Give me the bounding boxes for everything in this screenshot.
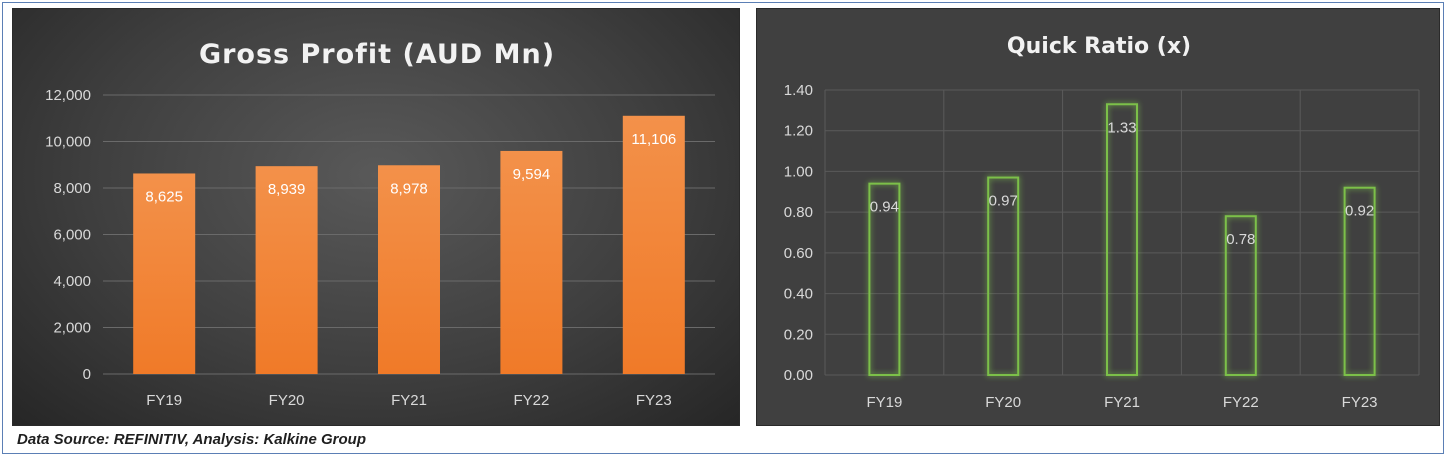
x-tick-label: FY20 bbox=[985, 394, 1021, 411]
x-tick-label: FY23 bbox=[1342, 394, 1378, 411]
bar-fy22 bbox=[1224, 215, 1257, 376]
y-tick-label: 1.00 bbox=[784, 163, 813, 180]
gross-profit-chart: Gross Profit (AUD Mn) 0 2,000 4,000 6,000 8,… bbox=[12, 8, 740, 426]
y-tick-label: 0.00 bbox=[784, 367, 813, 384]
gross-profit-svg: Gross Profit (AUD Mn) 0 2,000 4,000 6,000 8,… bbox=[45, 39, 715, 409]
bar-fy19 bbox=[868, 182, 901, 376]
data-label: 0.97 bbox=[989, 193, 1018, 210]
data-label: 8,939 bbox=[268, 181, 306, 198]
data-label: 11,106 bbox=[631, 131, 676, 148]
data-label: 0.92 bbox=[1345, 203, 1374, 220]
x-tick-label: FY19 bbox=[866, 394, 902, 411]
data-label: 8,978 bbox=[390, 180, 428, 197]
x-tick-label: FY21 bbox=[391, 392, 427, 409]
y-tick-label: 0.60 bbox=[784, 245, 813, 262]
x-tick-label: FY23 bbox=[636, 392, 672, 409]
bar-fy20 bbox=[987, 176, 1020, 376]
bar-fy23 bbox=[1343, 186, 1376, 376]
y-tick-label: 0.80 bbox=[784, 204, 813, 221]
bar-fy20 bbox=[255, 166, 318, 374]
data-label: 8,625 bbox=[145, 188, 183, 205]
bar-fy22 bbox=[500, 150, 563, 374]
y-tick-label: 8,000 bbox=[53, 180, 91, 197]
x-tick-label: FY19 bbox=[146, 392, 182, 409]
x-tick-label: FY21 bbox=[1104, 394, 1140, 411]
y-tick-label: 12,000 bbox=[45, 87, 91, 104]
x-tick-label: FY20 bbox=[269, 392, 305, 409]
bar-fy21 bbox=[1106, 103, 1138, 376]
bar-fy19 bbox=[133, 173, 196, 374]
y-tick-label: 0.20 bbox=[784, 326, 813, 343]
data-label: 1.33 bbox=[1107, 119, 1136, 136]
y-tick-label: 6,000 bbox=[53, 227, 91, 244]
y-tick-label: 0 bbox=[83, 366, 91, 383]
y-tick-label: 1.20 bbox=[784, 123, 813, 140]
quick-ratio-chart: Quick Ratio (x) 0.00 0.20 0.40 0.60 0.80 1.00… bbox=[756, 8, 1440, 426]
y-tick-label: 1.40 bbox=[784, 82, 813, 99]
y-tick-label: 0.40 bbox=[784, 286, 813, 303]
y-tick-label: 4,000 bbox=[53, 273, 91, 290]
quick-ratio-svg: Quick Ratio (x) 0.00 0.20 0.40 0.60 0.80 1.00… bbox=[784, 34, 1420, 411]
data-label: 9,594 bbox=[513, 166, 551, 183]
bar-fy21 bbox=[378, 165, 440, 374]
data-source-footer: Data Source: REFINITIV, Analysis: Kalkin… bbox=[17, 431, 366, 448]
gross-profit-title: Gross Profit (AUD Mn) bbox=[199, 39, 555, 70]
quick-ratio-title: Quick Ratio (x) bbox=[1007, 34, 1191, 59]
bar-fy23 bbox=[622, 115, 685, 375]
y-tick-label: 2,000 bbox=[53, 320, 91, 337]
x-tick-label: FY22 bbox=[1223, 394, 1259, 411]
x-tick-label: FY22 bbox=[513, 392, 549, 409]
y-tick-label: 10,000 bbox=[45, 134, 91, 151]
data-label: 0.94 bbox=[870, 199, 899, 216]
data-label: 0.78 bbox=[1226, 231, 1255, 248]
